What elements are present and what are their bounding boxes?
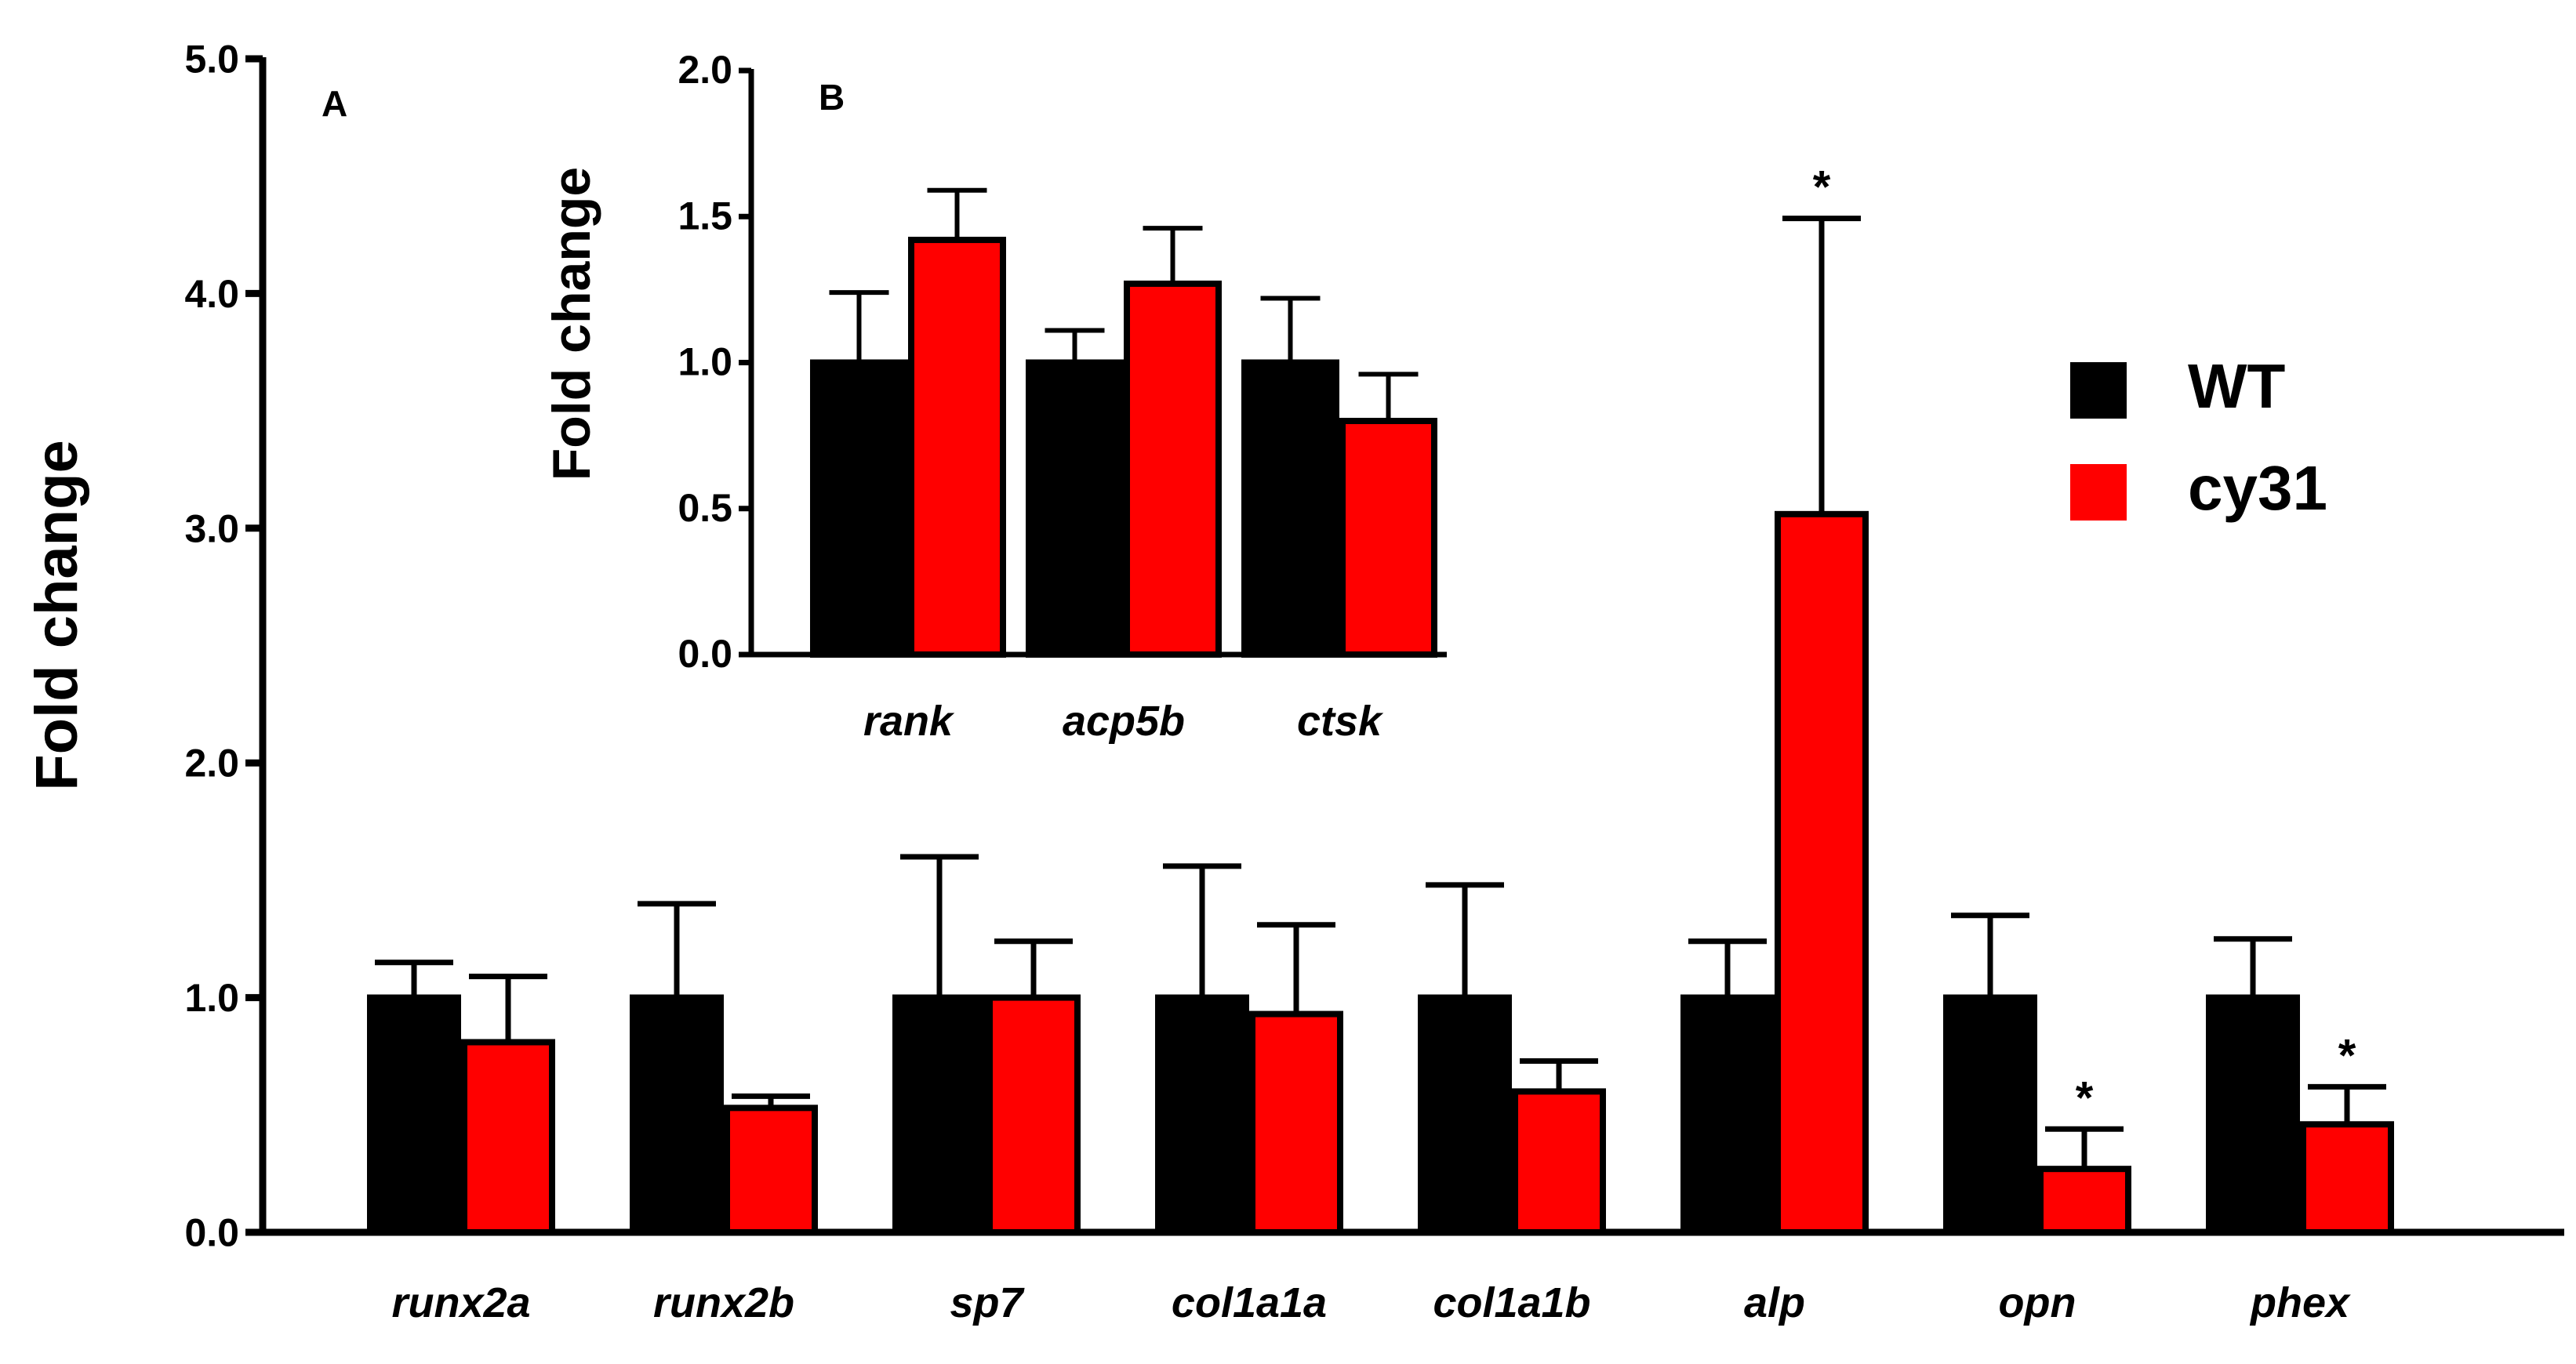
bar-cy31-col1a1a	[1249, 1010, 1343, 1235]
bar-wt-alp	[1680, 994, 1775, 1235]
panel-b-y-tick-label: 1.5	[678, 194, 732, 238]
significance-marker-phex: *	[2338, 1030, 2356, 1081]
bar-cy31-opn	[2037, 1166, 2131, 1235]
panel-a-y-tick-label: 3.0	[184, 506, 239, 550]
bar-cy31-phex	[2300, 1121, 2394, 1235]
panel-a-category-labels: runx2a runx2b sp7 col1a1a col1a1b alp opn phex	[391, 1279, 2351, 1326]
bar-wt-col1a1a	[1155, 994, 1249, 1235]
panel-a-y-tick-label: 5.0	[184, 38, 239, 82]
panel-a-y-tick-label: 1.0	[184, 976, 239, 1020]
panel-b-y-tick-label: 2.0	[678, 48, 732, 92]
panel-b-y-tick-label: 0.0	[678, 632, 732, 676]
panel-b-label: B	[819, 77, 845, 118]
panel-a-label: A	[322, 83, 347, 124]
bar-wt-ctsk	[1241, 359, 1339, 658]
category-label-runx2b: runx2b	[653, 1279, 794, 1326]
category-label-ctsk: ctsk	[1297, 698, 1384, 745]
legend-label-cy31: cy31	[2188, 453, 2327, 523]
category-label-rank: rank	[863, 698, 955, 745]
bar-cy31-alp	[1775, 510, 1869, 1235]
bar-cy31-runx2b	[724, 1105, 818, 1235]
panel-a-bars: * * *	[367, 162, 2394, 1235]
category-label-col1a1b: col1a1b	[1433, 1279, 1590, 1326]
panel-a-y-tick-label: 4.0	[184, 272, 239, 316]
panel-b-y-tick-label: 0.5	[678, 486, 732, 530]
panel-b-y-tick-label: 1.0	[678, 340, 732, 384]
chart-panel-b: B Fold change 0.0 0.5 1.0 1.5 2.0 rank acp5b c…	[542, 48, 1447, 745]
panel-a-y-tick-label: 2.0	[184, 742, 239, 785]
category-label-alp: alp	[1744, 1279, 1805, 1326]
bar-wt-runx2a	[367, 994, 461, 1235]
bar-cy31-sp7	[986, 994, 1081, 1235]
legend: WT cy31	[2070, 351, 2327, 523]
bar-wt-acp5b	[1026, 359, 1124, 658]
bar-cy31-col1a1b	[1512, 1088, 1606, 1235]
panel-a-y-tick-label: 0.0	[184, 1211, 239, 1255]
category-label-runx2a: runx2a	[391, 1279, 530, 1326]
legend-swatch-cy31	[2070, 464, 2127, 521]
bar-cy31-rank	[908, 237, 1006, 658]
bar-cy31-acp5b	[1124, 280, 1222, 658]
significance-marker-opn: *	[2076, 1072, 2094, 1123]
bar-cy31-ctsk	[1339, 418, 1437, 658]
category-label-opn: opn	[1999, 1279, 2076, 1326]
category-label-col1a1a: col1a1a	[1172, 1279, 1327, 1326]
bar-wt-sp7	[892, 994, 986, 1235]
bar-wt-opn	[1943, 994, 2037, 1235]
category-label-phex: phex	[2249, 1279, 2351, 1326]
panel-b-category-labels: rank acp5b ctsk	[863, 698, 1384, 745]
bar-wt-runx2b	[630, 994, 724, 1235]
bar-wt-phex	[2206, 994, 2300, 1235]
significance-marker-alp: *	[1813, 162, 1831, 213]
panel-b-y-axis-label: Fold change	[542, 167, 601, 481]
bar-cy31-runx2a	[461, 1039, 555, 1235]
chart-panel-a: A Fold change 0.0 1.0 2.0 3.0 4.0 5.0 * * * run…	[24, 38, 2564, 1326]
bar-wt-col1a1b	[1418, 994, 1512, 1235]
category-label-sp7: sp7	[950, 1279, 1025, 1326]
panel-a-y-axis-label: Fold change	[24, 440, 90, 791]
legend-swatch-wt	[2070, 362, 2127, 419]
category-label-acp5b: acp5b	[1063, 698, 1185, 745]
panel-b-bars	[810, 187, 1437, 658]
legend-label-wt: WT	[2188, 351, 2286, 421]
bar-wt-rank	[810, 359, 908, 658]
